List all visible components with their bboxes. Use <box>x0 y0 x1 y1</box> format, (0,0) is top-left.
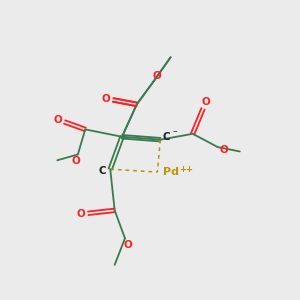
Text: C: C <box>162 132 170 142</box>
Text: O: O <box>153 71 162 81</box>
Text: Pd: Pd <box>163 167 179 177</box>
Text: O: O <box>76 209 85 219</box>
Text: O: O <box>123 240 132 250</box>
Text: O: O <box>201 97 210 107</box>
Text: O: O <box>71 157 80 166</box>
Text: ⁻: ⁻ <box>172 129 177 138</box>
Text: ++: ++ <box>179 165 194 174</box>
Text: O: O <box>220 146 229 155</box>
Text: O: O <box>102 94 110 103</box>
Text: O: O <box>53 115 62 124</box>
Text: C: C <box>98 166 106 176</box>
